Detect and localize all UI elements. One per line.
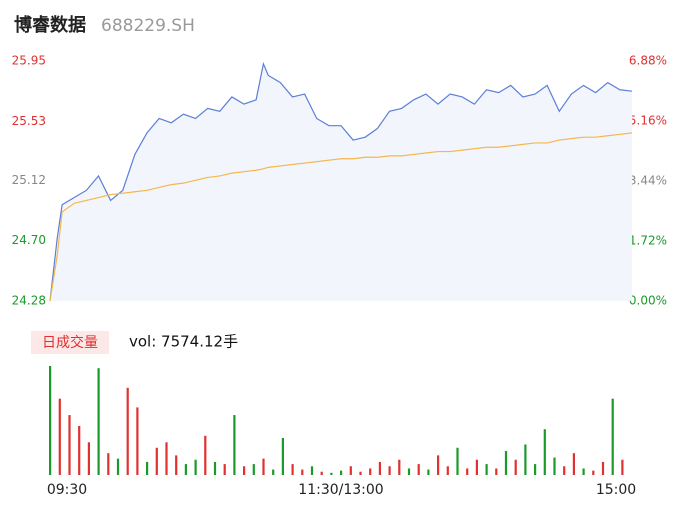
volume-bar <box>504 451 508 475</box>
volume-bar <box>378 461 381 475</box>
volume-bar <box>407 468 411 475</box>
volume-bar <box>58 398 61 475</box>
volume-bar <box>107 453 110 475</box>
volume-bar <box>116 458 120 475</box>
volume-bar <box>466 468 469 475</box>
volume-bar <box>621 459 624 475</box>
volume-bar <box>184 464 187 475</box>
y-tick-label: 24.70 <box>12 233 46 247</box>
y2-tick-label: 0.00% <box>629 294 667 308</box>
volume-bar <box>97 368 100 475</box>
volume-bar <box>611 398 614 475</box>
stock-code: 688229.SH <box>101 16 195 36</box>
volume-bar <box>146 461 149 475</box>
x-tick-label: 15:00 <box>596 482 636 498</box>
volume-bar <box>514 459 517 475</box>
volume-bar <box>281 437 284 475</box>
volume-bar <box>223 464 226 475</box>
volume-bar <box>534 464 537 475</box>
volume-bar <box>330 472 333 475</box>
y-tick-label: 25.12 <box>12 173 46 187</box>
volume-bar <box>233 415 236 475</box>
volume-bar <box>572 453 575 475</box>
volume-bar <box>310 466 314 475</box>
y2-tick-label: 6.88% <box>629 54 667 68</box>
y-tick-label: 25.95 <box>12 54 46 68</box>
volume-bar <box>175 455 178 475</box>
volume-bar <box>543 429 546 475</box>
volume-bar <box>417 464 420 475</box>
volume-bar <box>582 468 585 475</box>
volume-bar <box>369 468 372 475</box>
volume-bar <box>349 466 352 475</box>
volume-bar <box>204 435 207 475</box>
volume-bar <box>359 471 362 475</box>
x-tick-label: 09:30 <box>47 482 87 498</box>
volume-label-bg <box>31 331 109 354</box>
volume-bar <box>68 415 71 475</box>
volume-bar <box>262 458 265 475</box>
volume-bar <box>126 387 129 475</box>
price-area <box>50 63 632 301</box>
volume-bar <box>301 469 304 475</box>
volume-bar <box>592 470 595 475</box>
volume-bar <box>388 466 391 475</box>
x-tick-label: 11:30/13:00 <box>298 482 383 498</box>
volume-bar <box>601 461 605 475</box>
volume-bar <box>213 461 217 475</box>
volume-bar <box>446 466 449 475</box>
volume-bar <box>87 442 90 475</box>
volume-bar <box>524 444 527 475</box>
volume-bar <box>456 447 459 475</box>
volume-bar <box>553 457 556 475</box>
volume-bar <box>136 407 139 475</box>
volume-bar <box>78 425 81 475</box>
y-tick-label: 24.28 <box>12 294 46 308</box>
volume-bar <box>340 470 343 475</box>
volume-bar <box>252 464 255 475</box>
chart-title: 博睿数据 <box>14 14 86 36</box>
volume-bar <box>165 442 168 475</box>
volume-text: vol: 7574.12手 <box>129 333 238 351</box>
volume-bar <box>563 466 566 475</box>
volume-bar <box>495 468 498 475</box>
volume-bar <box>291 464 294 475</box>
y-tick-label: 25.53 <box>12 114 46 128</box>
price-line <box>49 61 633 302</box>
volume-bar <box>49 366 52 475</box>
volume-bar <box>320 471 323 475</box>
volume-bar <box>427 469 430 475</box>
volume-bar <box>437 455 440 475</box>
y2-tick-label: 5.16% <box>629 114 667 128</box>
average-line <box>49 132 633 302</box>
y2-tick-label: 1.72% <box>629 234 667 248</box>
y2-tick-label: 3.44% <box>629 174 667 188</box>
volume-bar <box>398 459 401 475</box>
volume-bar <box>243 466 246 475</box>
volume-bar <box>485 464 488 475</box>
volume-bar <box>194 459 197 475</box>
volume-bar <box>475 459 478 475</box>
volume-bar <box>272 469 275 475</box>
volume-bar <box>155 447 158 475</box>
volume-label: 日成交量 <box>42 334 98 351</box>
